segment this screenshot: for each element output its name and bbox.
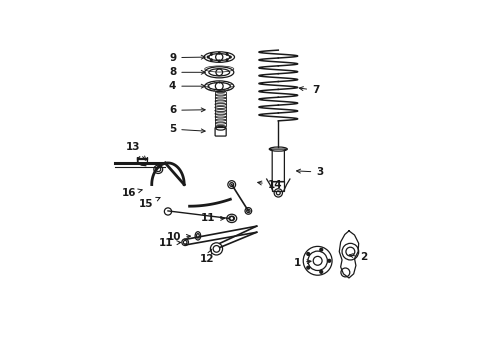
Text: 5: 5 xyxy=(169,124,205,134)
Text: 4: 4 xyxy=(169,81,205,91)
Text: 1: 1 xyxy=(294,258,311,268)
Circle shape xyxy=(328,260,331,262)
Text: 6: 6 xyxy=(169,105,205,115)
Circle shape xyxy=(211,59,212,60)
Circle shape xyxy=(320,248,322,251)
Text: 8: 8 xyxy=(169,67,205,77)
Circle shape xyxy=(219,52,220,54)
Circle shape xyxy=(207,56,209,58)
Text: 12: 12 xyxy=(200,249,215,265)
Text: 9: 9 xyxy=(169,53,205,63)
Circle shape xyxy=(211,54,212,55)
Text: 16: 16 xyxy=(122,188,142,198)
Circle shape xyxy=(219,60,220,62)
Text: 11: 11 xyxy=(159,238,181,248)
Circle shape xyxy=(307,253,310,255)
Circle shape xyxy=(320,270,322,273)
Text: 11: 11 xyxy=(200,213,224,224)
Text: 13: 13 xyxy=(126,142,146,160)
Circle shape xyxy=(307,266,310,269)
Text: 7: 7 xyxy=(299,85,319,95)
Text: 3: 3 xyxy=(296,167,323,177)
Circle shape xyxy=(226,54,228,55)
Text: 2: 2 xyxy=(349,252,368,262)
Text: 10: 10 xyxy=(167,232,191,242)
Text: 14: 14 xyxy=(258,180,282,190)
Text: 15: 15 xyxy=(139,197,160,209)
Circle shape xyxy=(226,59,228,60)
Circle shape xyxy=(229,56,231,58)
